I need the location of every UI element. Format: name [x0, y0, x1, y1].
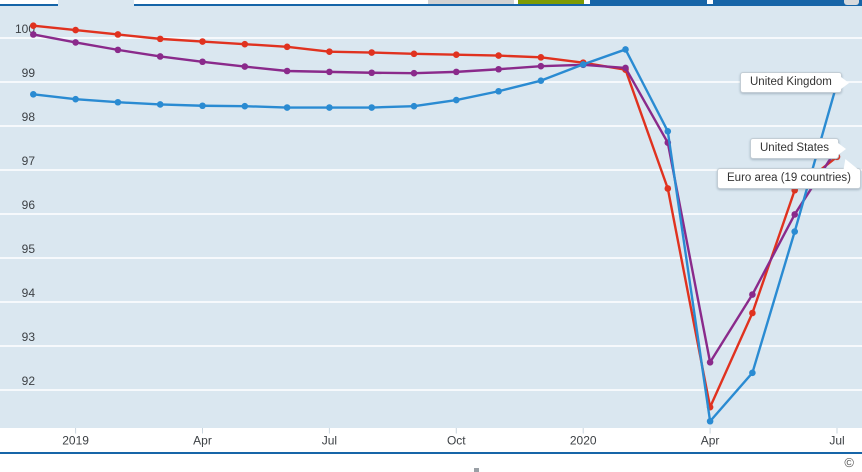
- data-point-united-states[interactable]: [749, 291, 756, 298]
- y-axis-label: 97: [22, 154, 36, 168]
- y-axis-label: 94: [22, 286, 36, 300]
- data-point-united-states[interactable]: [326, 68, 333, 76]
- data-point-united-states[interactable]: [368, 69, 376, 77]
- data-point-united-states[interactable]: [30, 31, 37, 38]
- data-point-euro-area-19-countries[interactable]: [495, 52, 502, 59]
- data-point-euro-area-19-countries[interactable]: [749, 309, 756, 317]
- data-point-euro-area-19-countries[interactable]: [72, 26, 79, 34]
- data-point-united-kingdom[interactable]: [114, 98, 122, 106]
- data-point-euro-area-19-countries[interactable]: [156, 35, 164, 43]
- x-axis-label: Oct: [447, 434, 466, 448]
- toolbar-button-blue-1[interactable]: [590, 0, 707, 4]
- data-point-united-states[interactable]: [622, 64, 629, 72]
- data-point-united-kingdom[interactable]: [579, 61, 587, 68]
- toolbar-cropped: [0, 0, 862, 6]
- top-right-control-partial[interactable]: [844, 0, 859, 5]
- plot-background: [0, 6, 862, 428]
- data-point-united-kingdom[interactable]: [537, 77, 545, 84]
- data-point-euro-area-19-countries[interactable]: [664, 185, 672, 192]
- series-label-united-kingdom: United Kingdom: [740, 72, 849, 93]
- data-point-united-kingdom[interactable]: [72, 95, 79, 103]
- cropped-ui-fragment: [474, 468, 479, 472]
- toolbar-button-gray[interactable]: [428, 0, 514, 4]
- y-axis-label: 98: [22, 110, 36, 124]
- data-point-euro-area-19-countries[interactable]: [326, 48, 333, 55]
- data-point-united-kingdom[interactable]: [791, 228, 798, 235]
- series-line-united-kingdom: [33, 48, 839, 423]
- data-point-euro-area-19-countries[interactable]: [453, 51, 460, 59]
- data-point-united-states[interactable]: [283, 67, 291, 75]
- data-point-united-states[interactable]: [156, 53, 164, 60]
- data-point-united-states[interactable]: [199, 58, 206, 66]
- data-point-euro-area-19-countries[interactable]: [283, 43, 291, 51]
- data-point-united-kingdom[interactable]: [241, 102, 249, 110]
- data-point-euro-area-19-countries[interactable]: [241, 40, 249, 48]
- x-axis-label: Jul: [829, 434, 844, 448]
- data-point-united-kingdom[interactable]: [622, 46, 629, 53]
- data-point-united-kingdom[interactable]: [30, 91, 37, 98]
- data-point-united-kingdom[interactable]: [156, 101, 164, 108]
- data-point-euro-area-19-countries[interactable]: [368, 49, 376, 56]
- data-point-united-kingdom[interactable]: [664, 127, 672, 135]
- data-point-euro-area-19-countries[interactable]: [410, 50, 418, 58]
- data-point-united-states[interactable]: [72, 39, 79, 46]
- y-axis-label: 96: [22, 198, 36, 212]
- toolbar-button-blue-2[interactable]: [713, 0, 862, 4]
- data-point-united-kingdom[interactable]: [368, 104, 376, 111]
- x-axis-label: Apr: [701, 434, 720, 448]
- x-axis-label: Apr: [193, 434, 212, 448]
- data-point-euro-area-19-countries[interactable]: [30, 22, 37, 29]
- y-axis-label: 93: [22, 330, 36, 344]
- y-axis-label: 92: [22, 374, 36, 388]
- data-point-united-kingdom[interactable]: [283, 104, 291, 111]
- data-point-united-states[interactable]: [495, 65, 502, 73]
- data-point-euro-area-19-countries[interactable]: [114, 31, 122, 38]
- data-point-united-states[interactable]: [537, 62, 545, 70]
- data-point-euro-area-19-countries[interactable]: [537, 54, 545, 61]
- data-point-united-kingdom[interactable]: [199, 102, 206, 110]
- toolbar-button-green[interactable]: [518, 0, 584, 4]
- copyright-symbol: ©: [844, 455, 854, 470]
- data-point-united-kingdom[interactable]: [495, 87, 502, 95]
- y-axis-label: 99: [22, 66, 36, 80]
- x-axis-label: Jul: [322, 434, 337, 448]
- data-point-united-states[interactable]: [241, 63, 249, 70]
- y-axis-label: 95: [22, 242, 36, 256]
- data-point-united-states[interactable]: [453, 68, 460, 76]
- data-point-euro-area-19-countries[interactable]: [199, 38, 206, 45]
- data-point-united-states[interactable]: [791, 211, 798, 218]
- toolbar-bottom-border: [0, 4, 862, 6]
- data-point-united-states[interactable]: [706, 358, 714, 366]
- x-axis-label: 2020: [570, 434, 597, 448]
- data-point-united-kingdom[interactable]: [749, 369, 756, 377]
- series-label-united-states: United States: [750, 138, 847, 159]
- data-point-united-kingdom[interactable]: [410, 102, 418, 110]
- chart-bottom-border: [0, 452, 862, 454]
- data-point-united-kingdom[interactable]: [453, 96, 460, 104]
- series-label-euro-area: Euro area (19 countries): [717, 168, 862, 189]
- series-line-united-states: [33, 33, 839, 364]
- data-point-united-kingdom[interactable]: [706, 417, 714, 425]
- active-tab-partial[interactable]: [58, 0, 134, 6]
- x-axis-label: 2019: [62, 434, 89, 448]
- data-point-united-kingdom[interactable]: [326, 104, 333, 111]
- data-point-united-states[interactable]: [410, 69, 418, 77]
- data-point-united-states[interactable]: [114, 46, 122, 54]
